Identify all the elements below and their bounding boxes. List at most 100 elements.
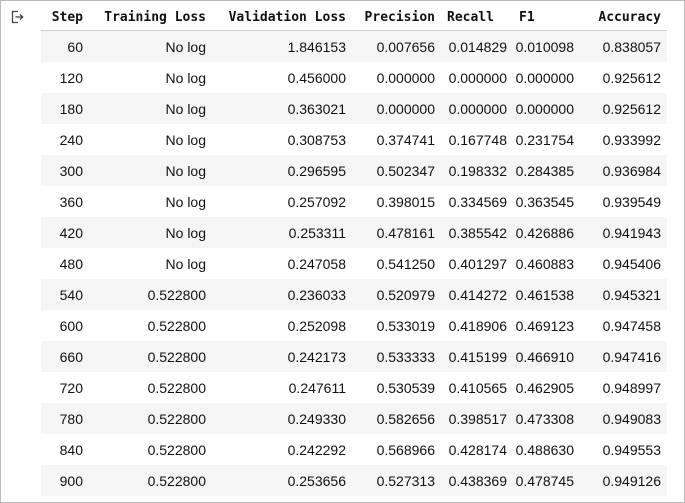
table-row: 780 0.522800 0.249330 0.582656 0.398517 0.473… xyxy=(41,403,667,434)
cell-precision: 0.398015 xyxy=(352,186,441,217)
cell-f1: 0.460883 xyxy=(513,248,580,279)
cell-accuracy: 0.949126 xyxy=(580,465,667,496)
cell-recall: 0.428174 xyxy=(441,434,513,465)
table-row: 60 No log 1.846153 0.007656 0.014829 0.010098… xyxy=(41,30,667,62)
cell-f1: 0.000000 xyxy=(513,93,580,124)
cell-precision: 0.582656 xyxy=(352,403,441,434)
table-row: 120 No log 0.456000 0.000000 0.000000 0.00000… xyxy=(41,62,667,93)
column-header-recall: Recall xyxy=(441,4,513,31)
cell-precision: 0.533019 xyxy=(352,310,441,341)
cell-f1: 0.466910 xyxy=(513,341,580,372)
cell-validation-loss: 0.252098 xyxy=(212,310,352,341)
cell-step: 540 xyxy=(41,279,89,310)
cell-step: 660 xyxy=(41,341,89,372)
cell-precision: 0.000000 xyxy=(352,93,441,124)
cell-f1: 0.478745 xyxy=(513,465,580,496)
cell-training-loss: 0.522800 xyxy=(89,279,212,310)
cell-accuracy: 0.939549 xyxy=(580,186,667,217)
cell-training-loss: No log xyxy=(89,155,212,186)
cell-step: 240 xyxy=(41,124,89,155)
cell-step: 420 xyxy=(41,217,89,248)
cell-recall: 0.418906 xyxy=(441,310,513,341)
column-header-f1: F1 xyxy=(513,4,580,31)
cell-accuracy: 0.947458 xyxy=(580,310,667,341)
cell-accuracy: 0.933992 xyxy=(580,124,667,155)
table-row: 600 0.522800 0.252098 0.533019 0.418906 0.469… xyxy=(41,310,667,341)
table-row: 840 0.522800 0.242292 0.568966 0.428174 0.488… xyxy=(41,434,667,465)
cell-accuracy: 0.936984 xyxy=(580,155,667,186)
training-metrics-table: Step Training Loss Validation Loss Preci… xyxy=(41,4,667,496)
cell-step: 900 xyxy=(41,465,89,496)
cell-step: 60 xyxy=(41,30,89,62)
cell-f1: 0.231754 xyxy=(513,124,580,155)
cell-f1: 0.473308 xyxy=(513,403,580,434)
cell-f1: 0.488630 xyxy=(513,434,580,465)
cell-training-loss: 0.522800 xyxy=(89,310,212,341)
table-row: 240 No log 0.308753 0.374741 0.167748 0.23175… xyxy=(41,124,667,155)
cell-precision: 0.000000 xyxy=(352,62,441,93)
cell-accuracy: 0.925612 xyxy=(580,93,667,124)
cell-recall: 0.198332 xyxy=(441,155,513,186)
cell-training-loss: 0.522800 xyxy=(89,434,212,465)
table-row: 720 0.522800 0.247611 0.530539 0.410565 0.462… xyxy=(41,372,667,403)
cell-accuracy: 0.925612 xyxy=(580,62,667,93)
output-arrow-icon[interactable] xyxy=(10,10,24,24)
cell-recall: 0.438369 xyxy=(441,465,513,496)
cell-validation-loss: 0.456000 xyxy=(212,62,352,93)
cell-f1: 0.462905 xyxy=(513,372,580,403)
cell-step: 720 xyxy=(41,372,89,403)
cell-recall: 0.334569 xyxy=(441,186,513,217)
cell-training-loss: 0.522800 xyxy=(89,465,212,496)
cell-training-loss: No log xyxy=(89,30,212,62)
cell-validation-loss: 0.296595 xyxy=(212,155,352,186)
cell-f1: 0.000000 xyxy=(513,62,580,93)
cell-recall: 0.385542 xyxy=(441,217,513,248)
cell-validation-loss: 0.249330 xyxy=(212,403,352,434)
cell-training-loss: 0.522800 xyxy=(89,341,212,372)
cell-step: 600 xyxy=(41,310,89,341)
cell-recall: 0.401297 xyxy=(441,248,513,279)
table-row: 420 No log 0.253311 0.478161 0.385542 0.42688… xyxy=(41,217,667,248)
cell-training-loss: No log xyxy=(89,93,212,124)
column-header-training-loss: Training Loss xyxy=(89,4,212,31)
cell-training-loss: No log xyxy=(89,186,212,217)
cell-step: 300 xyxy=(41,155,89,186)
cell-f1: 0.010098 xyxy=(513,30,580,62)
cell-step: 360 xyxy=(41,186,89,217)
cell-validation-loss: 0.247058 xyxy=(212,248,352,279)
cell-precision: 0.520979 xyxy=(352,279,441,310)
cell-recall: 0.410565 xyxy=(441,372,513,403)
cell-precision: 0.502347 xyxy=(352,155,441,186)
cell-precision: 0.530539 xyxy=(352,372,441,403)
cell-validation-loss: 0.242173 xyxy=(212,341,352,372)
cell-accuracy: 0.949083 xyxy=(580,403,667,434)
cell-training-loss: No log xyxy=(89,124,212,155)
cell-validation-loss: 0.236033 xyxy=(212,279,352,310)
cell-step: 180 xyxy=(41,93,89,124)
cell-recall: 0.414272 xyxy=(441,279,513,310)
cell-step: 840 xyxy=(41,434,89,465)
table-row: 360 No log 0.257092 0.398015 0.334569 0.36354… xyxy=(41,186,667,217)
cell-recall: 0.014829 xyxy=(441,30,513,62)
cell-f1: 0.469123 xyxy=(513,310,580,341)
cell-step: 120 xyxy=(41,62,89,93)
cell-validation-loss: 0.363021 xyxy=(212,93,352,124)
table-row: 540 0.522800 0.236033 0.520979 0.414272 0.461… xyxy=(41,279,667,310)
cell-f1: 0.461538 xyxy=(513,279,580,310)
cell-accuracy: 0.838057 xyxy=(580,30,667,62)
cell-f1: 0.426886 xyxy=(513,217,580,248)
cell-precision: 0.527313 xyxy=(352,465,441,496)
cell-validation-loss: 0.247611 xyxy=(212,372,352,403)
table-header-row: Step Training Loss Validation Loss Preci… xyxy=(41,4,667,31)
cell-recall: 0.000000 xyxy=(441,62,513,93)
cell-precision: 0.478161 xyxy=(352,217,441,248)
cell-validation-loss: 0.253311 xyxy=(212,217,352,248)
cell-validation-loss: 0.242292 xyxy=(212,434,352,465)
column-header-accuracy: Accuracy xyxy=(580,4,667,31)
cell-precision: 0.533333 xyxy=(352,341,441,372)
cell-training-loss: 0.522800 xyxy=(89,403,212,434)
cell-validation-loss: 0.257092 xyxy=(212,186,352,217)
table-row: 300 No log 0.296595 0.502347 0.198332 0.28438… xyxy=(41,155,667,186)
cell-training-loss: No log xyxy=(89,217,212,248)
